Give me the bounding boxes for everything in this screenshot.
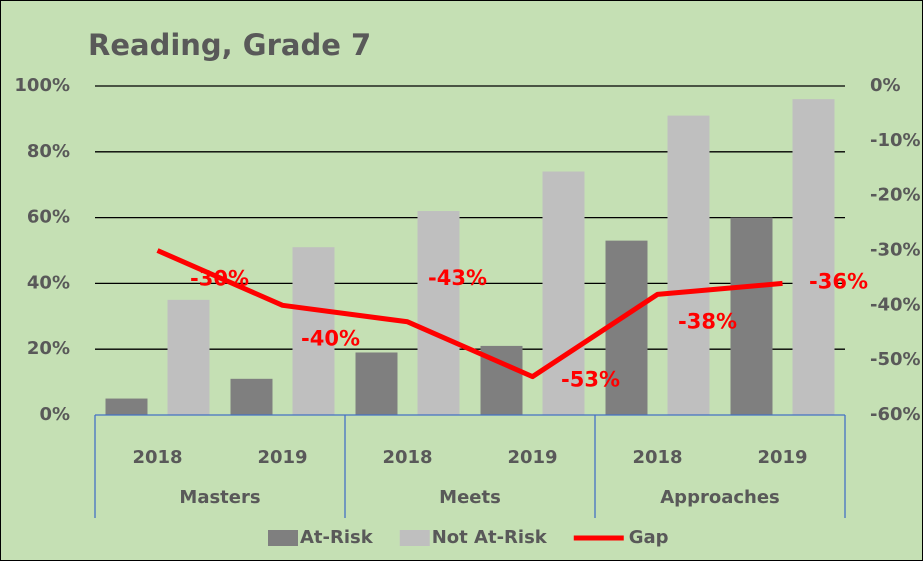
bar — [105, 398, 148, 415]
bar — [417, 211, 460, 415]
y-tick-label: 20% — [27, 338, 70, 359]
group-label: Masters — [179, 487, 260, 508]
y2-tick-label: -50% — [870, 349, 921, 370]
bar — [730, 217, 773, 415]
data-label: -36% — [809, 269, 868, 293]
chart-title: Reading, Grade 7 — [88, 28, 371, 62]
group-label: Approaches — [660, 487, 780, 508]
x-tick-label: 2019 — [757, 447, 807, 468]
y2-tick-label: -10% — [870, 130, 921, 151]
legend-label: Gap — [629, 527, 669, 548]
bar — [355, 352, 398, 415]
y2-tick-label: 0% — [870, 75, 901, 96]
data-label: -43% — [428, 266, 487, 290]
x-tick-label: 2019 — [507, 447, 557, 468]
bar — [542, 171, 585, 415]
bar — [292, 247, 335, 415]
legend-swatch — [399, 530, 430, 546]
data-label: -38% — [678, 309, 737, 333]
legend-swatch — [268, 530, 298, 546]
x-tick-label: 2018 — [132, 447, 182, 468]
y-tick-label: 60% — [27, 207, 70, 228]
bar — [792, 99, 835, 415]
bar — [667, 115, 710, 416]
y2-tick-label: -40% — [870, 294, 921, 315]
bar — [167, 299, 210, 415]
y-tick-label: 100% — [14, 75, 70, 96]
y-tick-label: 0% — [39, 404, 70, 425]
y2-tick-label: -30% — [870, 240, 921, 261]
x-tick-label: 2019 — [257, 447, 307, 468]
group-label: Meets — [439, 487, 501, 508]
bar — [605, 240, 648, 415]
y2-tick-label: -60% — [870, 404, 921, 425]
legend-label: Not At-Risk — [432, 527, 548, 548]
gap-line — [156, 248, 783, 380]
y2-tick-label: -20% — [870, 185, 921, 206]
data-label: -40% — [301, 326, 360, 350]
x-tick-label: 2018 — [382, 447, 432, 468]
x-tick-label: 2018 — [632, 447, 682, 468]
data-label: -53% — [561, 368, 620, 392]
y-tick-label: 40% — [27, 272, 70, 293]
y-tick-label: 80% — [27, 141, 70, 162]
data-label: -30% — [190, 267, 249, 291]
legend-label: At-Risk — [300, 527, 374, 548]
bar — [230, 378, 273, 415]
